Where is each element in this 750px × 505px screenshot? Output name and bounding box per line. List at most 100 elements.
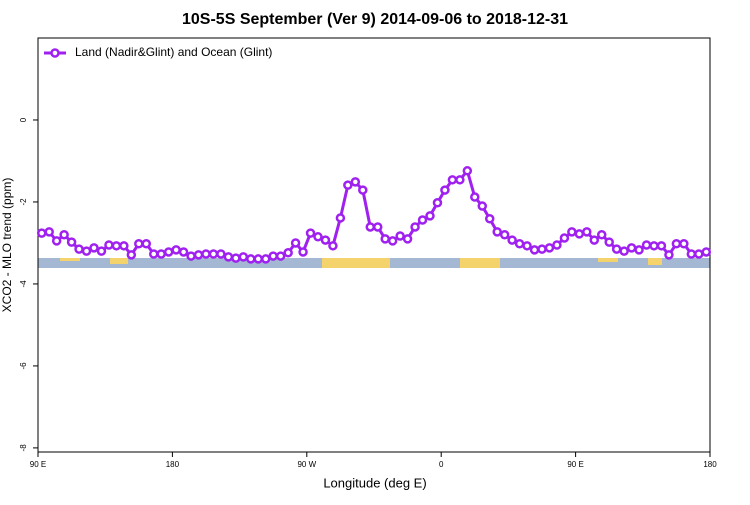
- data-point: [432, 198, 443, 208]
- data-point: [246, 254, 256, 264]
- legend-label: Land (Nadir&Glint) and Ocean (Glint): [75, 45, 272, 59]
- data-point: [290, 238, 301, 248]
- data-point: [253, 254, 264, 264]
- data-point: [44, 227, 54, 237]
- data-point: [298, 247, 308, 257]
- data-point: [626, 243, 637, 253]
- data-point: [156, 249, 166, 259]
- chart-title: 10S-5S September (Ver 9) 2014-09-06 to 2…: [182, 11, 568, 28]
- y-tick-label: -4: [19, 280, 28, 288]
- data-point: [634, 245, 644, 255]
- x-tick-label: 180: [166, 460, 180, 469]
- data-point: [671, 239, 682, 249]
- data-point: [679, 239, 689, 249]
- y-tick-label: -8: [19, 444, 28, 452]
- data-point: [417, 215, 428, 225]
- data-point: [89, 243, 99, 253]
- data-point: [59, 230, 69, 240]
- data-point: [66, 237, 77, 247]
- data-point: [119, 241, 129, 251]
- data-point: [193, 250, 204, 260]
- y-tick-label: -6: [19, 362, 28, 370]
- data-point: [514, 239, 525, 249]
- data-point: [111, 241, 122, 251]
- data-point: [574, 229, 585, 239]
- data-point: [313, 232, 323, 242]
- data-point: [148, 249, 159, 259]
- data-point: [350, 177, 361, 187]
- data-point: [425, 211, 435, 221]
- data-point: [320, 235, 331, 245]
- plot-frame: [37, 37, 711, 453]
- data-point: [231, 253, 241, 263]
- data-point: [260, 254, 271, 264]
- data-point: [440, 185, 450, 195]
- data-point: [134, 239, 144, 249]
- data-point: [529, 245, 540, 255]
- data-point: [305, 228, 316, 238]
- data-point: [51, 236, 62, 246]
- data-point: [283, 248, 293, 258]
- x-tick-label: 90 E: [30, 460, 46, 469]
- data-point: [163, 247, 174, 257]
- data-point: [141, 239, 152, 249]
- data-point: [656, 241, 667, 251]
- data-point: [604, 237, 614, 247]
- data-point: [455, 175, 465, 185]
- data-point: [223, 252, 234, 262]
- data-point: [701, 247, 712, 257]
- data-point: [358, 185, 368, 195]
- data-point: [96, 246, 107, 256]
- data-point: [186, 251, 196, 261]
- data-point: [201, 249, 211, 259]
- data-point: [410, 222, 420, 232]
- data-point: [36, 228, 47, 238]
- data-point: [372, 222, 383, 232]
- data-point: [582, 227, 592, 237]
- x-tick-label: 90 E: [567, 460, 583, 469]
- data-point: [178, 247, 189, 257]
- data-point: [328, 241, 338, 251]
- data-point: [238, 252, 249, 262]
- data-point: [208, 249, 219, 259]
- data-point: [104, 240, 114, 250]
- data-point: [589, 235, 600, 245]
- data-point: [686, 249, 697, 259]
- data-point: [395, 231, 405, 241]
- data-point: [484, 214, 495, 224]
- legend-marker: [50, 48, 60, 58]
- data-point: [552, 240, 562, 250]
- data-point: [596, 230, 607, 240]
- data-point: [492, 227, 502, 237]
- data-point: [268, 251, 278, 261]
- data-point: [544, 243, 555, 253]
- data-point: [171, 245, 181, 255]
- data-point: [611, 244, 622, 254]
- y-tick-label: 0: [19, 117, 28, 122]
- data-point: [664, 250, 674, 260]
- data-point: [447, 175, 458, 185]
- x-axis-label: Longitude (deg E): [323, 475, 426, 490]
- data-point: [275, 251, 286, 261]
- data-point: [402, 234, 413, 244]
- x-tick-label: 180: [703, 460, 717, 469]
- data-point: [81, 246, 92, 256]
- data-point: [74, 244, 84, 254]
- data-point: [567, 227, 577, 237]
- y-tick-label: -2: [19, 198, 28, 206]
- data-point: [619, 246, 629, 256]
- data-point: [649, 241, 659, 251]
- data-point: [537, 244, 547, 254]
- data-point: [507, 235, 517, 245]
- data-point: [335, 213, 346, 223]
- data-point: [365, 222, 376, 232]
- x-tick-label: 0: [439, 460, 444, 469]
- data-point: [126, 250, 137, 260]
- x-tick-label: 90 W: [297, 460, 316, 469]
- data-point: [559, 233, 570, 243]
- data-point: [470, 192, 480, 202]
- data-point: [216, 249, 226, 259]
- data-point: [380, 234, 390, 244]
- data-point: [387, 236, 398, 246]
